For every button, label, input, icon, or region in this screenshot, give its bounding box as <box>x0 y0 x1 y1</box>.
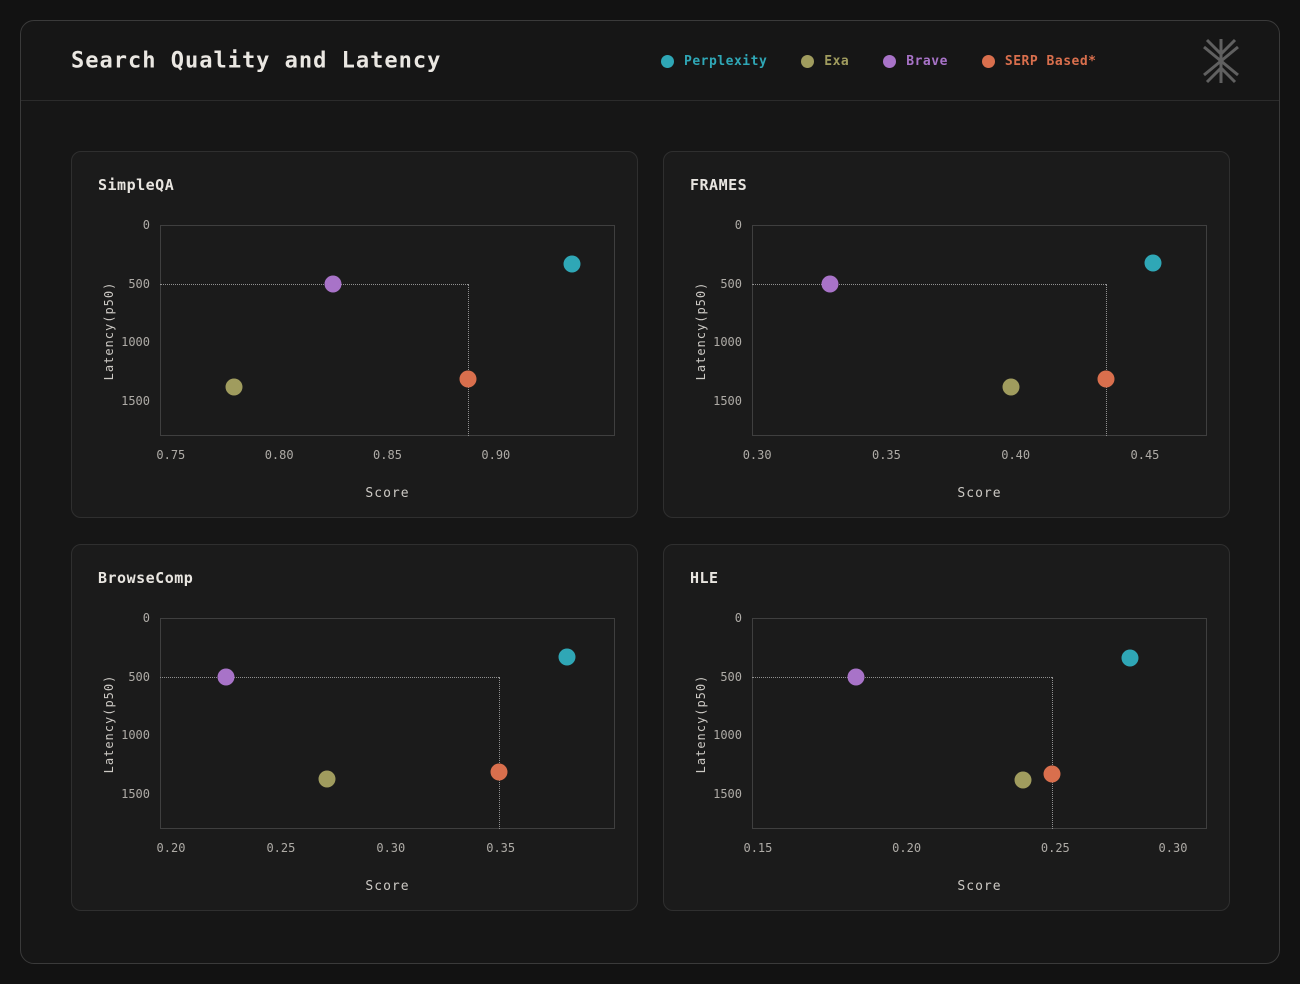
x-tick-label: 0.90 <box>481 448 511 462</box>
x-tick-label: 0.20 <box>156 841 186 855</box>
legend: Perplexity Exa Brave SERP Based* <box>661 21 1097 101</box>
crosshair-hline <box>160 283 468 285</box>
crosshair-vline <box>1052 676 1054 829</box>
x-tick-label: 0.30 <box>1158 841 1188 855</box>
y-tick-label: 1500 <box>121 393 150 408</box>
y-tick-label: 1000 <box>713 335 742 350</box>
y-axis-label: Latency(p50) <box>102 281 116 380</box>
x-tick-label: 0.25 <box>1040 841 1070 855</box>
x-tick-label: 0.20 <box>892 841 922 855</box>
chart-title: BrowseComp <box>98 569 194 587</box>
legend-dot-icon <box>661 54 674 68</box>
y-axis-label: Latency(p50) <box>102 674 116 773</box>
crosshair-vline <box>498 676 500 829</box>
y-tick-label: 500 <box>720 276 742 291</box>
x-tick-label: 0.15 <box>743 841 773 855</box>
x-tick-label: 0.80 <box>264 448 294 462</box>
chart-title: SimpleQA <box>98 176 175 194</box>
data-point-serp-based <box>1097 370 1115 388</box>
crosshair-hline <box>752 283 1107 285</box>
x-tick-label: 0.30 <box>376 841 406 855</box>
legend-dot-icon <box>883 54 897 68</box>
x-axis-label: Score <box>957 486 1002 501</box>
x-axis-label: Score <box>957 879 1002 894</box>
crosshair-hline <box>752 676 1053 678</box>
x-tick-label: 0.35 <box>871 448 901 462</box>
x-tick-label: 0.85 <box>373 448 402 462</box>
y-tick-label: 500 <box>128 669 150 684</box>
data-point-exa <box>225 378 243 396</box>
data-point-serp-based <box>1043 765 1061 783</box>
chart-card-browsecomp: BrowseComp 0 500 1000 1500 0.20 0.25 0.30 0.35 La… <box>71 544 638 911</box>
data-point-perplexity <box>1121 649 1139 667</box>
crosshair-vline <box>467 283 469 436</box>
x-tick-label: 0.35 <box>486 841 516 855</box>
legend-item-exa: Exa <box>801 54 849 69</box>
y-tick-label: 1500 <box>713 393 742 408</box>
chart-card-simpleqa: SimpleQA 0 500 1000 1500 0.75 0.80 0.85 0.90 Late… <box>71 151 638 518</box>
y-tick-label: 500 <box>128 276 150 291</box>
x-tick-label: 0.30 <box>742 448 772 462</box>
data-point-exa <box>1002 378 1020 396</box>
data-point-exa <box>318 770 336 788</box>
data-point-serp-based <box>490 763 507 781</box>
legend-item-perplexity: Perplexity <box>661 54 767 69</box>
y-tick-label: 500 <box>720 669 742 684</box>
y-tick-label: 1000 <box>121 335 150 350</box>
data-point-serp-based <box>459 370 477 388</box>
legend-item-serp-based: SERP Based* <box>981 53 1097 69</box>
data-point-brave <box>217 668 235 686</box>
chart-card-frames: FRAMES 0 500 1000 1500 0.30 0.35 0.40 0.45 Latenc… <box>663 151 1230 518</box>
data-point-brave <box>847 668 865 686</box>
data-point-perplexity <box>558 648 576 666</box>
x-axis-label: Score <box>365 879 410 894</box>
legend-dot-icon <box>981 54 995 68</box>
y-tick-label: 1500 <box>713 786 742 801</box>
chart-title: FRAMES <box>690 176 748 194</box>
x-axis-label: Score <box>365 486 410 501</box>
y-tick-label: 0 <box>734 218 742 232</box>
crosshair-vline <box>1106 283 1108 436</box>
data-point-exa <box>1014 771 1032 789</box>
legend-item-brave: Brave <box>883 54 948 69</box>
data-point-perplexity <box>1144 254 1162 272</box>
page-title: Search Quality and Latency <box>71 48 442 73</box>
plot-area <box>160 618 615 829</box>
legend-label: Brave <box>906 53 948 69</box>
x-tick-label: 0.45 <box>1130 448 1160 462</box>
legend-label: Exa <box>824 53 850 69</box>
data-point-brave <box>821 275 839 293</box>
y-tick-label: 0 <box>142 611 150 625</box>
plot-area <box>752 618 1207 829</box>
legend-dot-icon <box>801 54 815 68</box>
y-tick-label: 1000 <box>713 728 742 743</box>
y-axis-label: Latency(p50) <box>694 281 708 380</box>
header: Search Quality and Latency Perplexity Exa… <box>21 21 1279 101</box>
chart-card-hle: HLE 0 500 1000 1500 0.15 0.20 0.25 0.30 Latency(p… <box>663 544 1230 911</box>
x-tick-label: 0.75 <box>156 448 186 462</box>
y-tick-label: 0 <box>734 611 742 625</box>
legend-label: SERP Based* <box>1004 53 1097 69</box>
asterisk-star-logo-icon <box>1203 38 1239 83</box>
x-tick-label: 0.25 <box>266 841 296 855</box>
y-tick-label: 0 <box>142 218 150 232</box>
crosshair-hline <box>160 676 499 678</box>
app-frame: Search Quality and Latency Perplexity Exa… <box>20 20 1280 964</box>
x-tick-label: 0.40 <box>1001 448 1031 462</box>
plot-area <box>160 225 615 436</box>
y-axis-label: Latency(p50) <box>694 674 708 773</box>
chart-title: HLE <box>690 569 719 587</box>
data-point-perplexity <box>563 255 581 273</box>
y-tick-label: 1000 <box>121 728 150 743</box>
plot-area <box>752 225 1207 436</box>
y-tick-label: 1500 <box>121 786 150 801</box>
legend-label: Perplexity <box>684 53 768 69</box>
data-point-brave <box>324 275 342 293</box>
